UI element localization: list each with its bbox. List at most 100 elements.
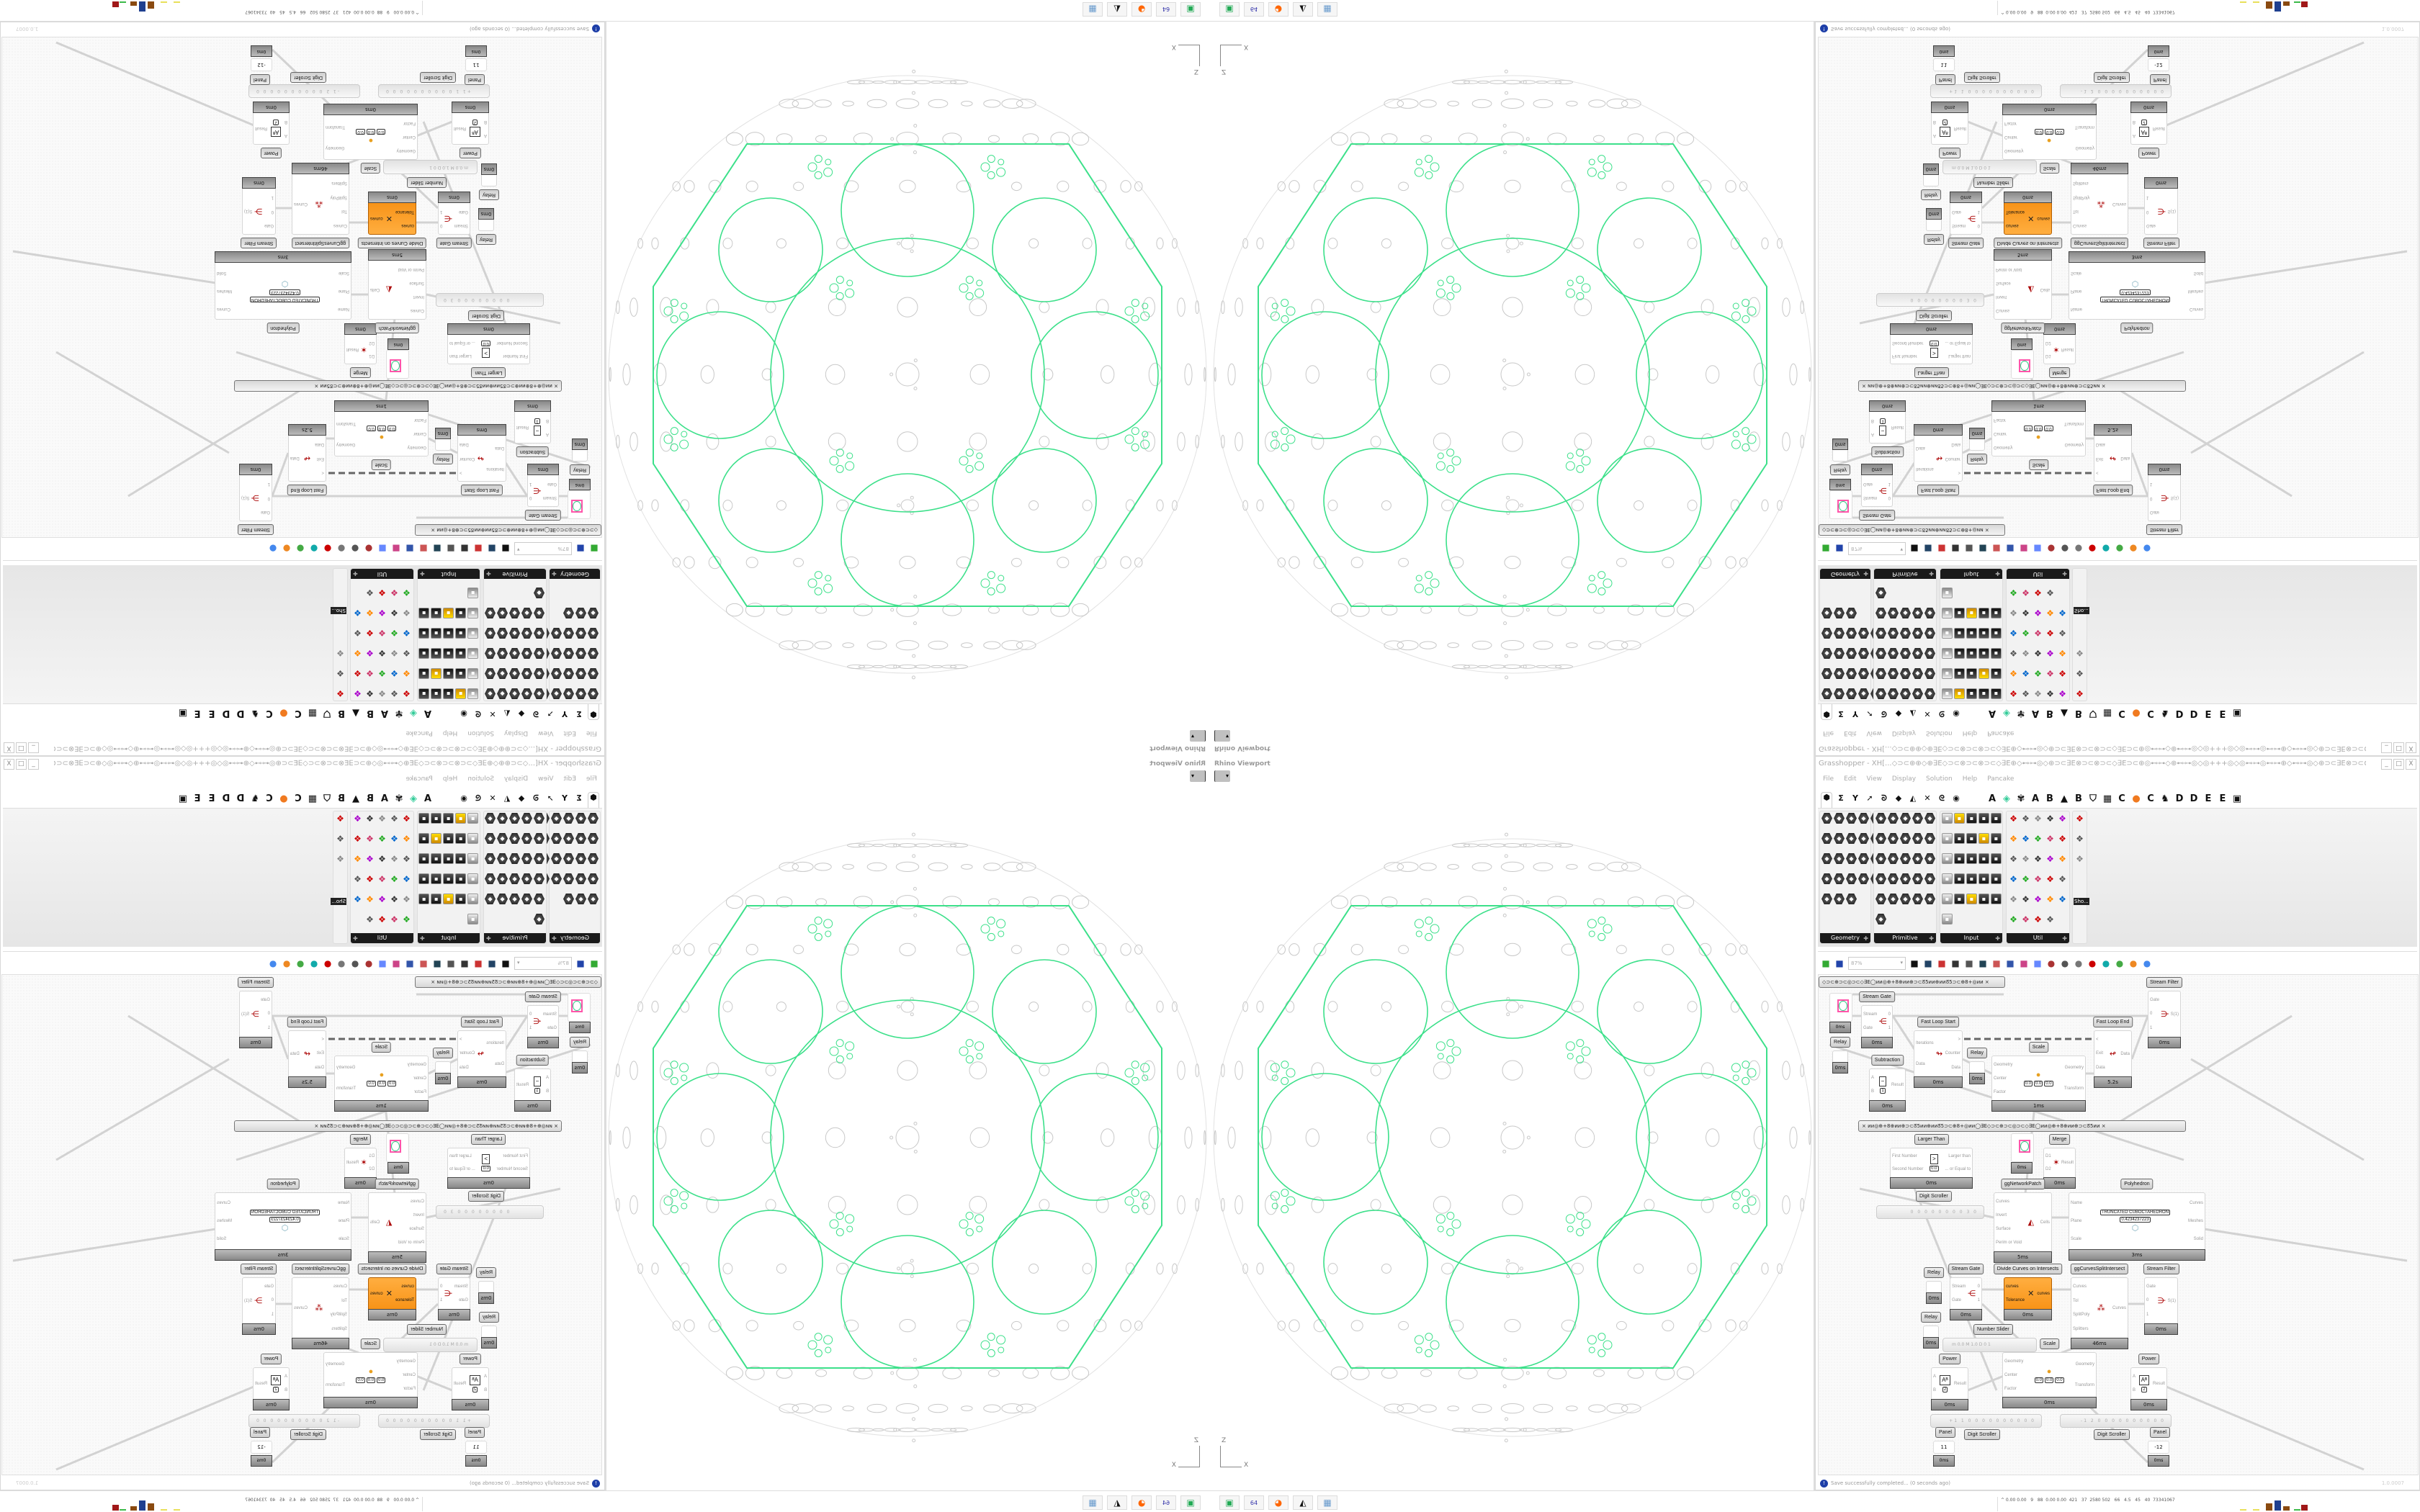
arrow-icon[interactable]: ◆ [1858, 668, 1869, 679]
input-port[interactable]: 0 [267, 495, 270, 500]
input-port[interactable]: Geometry [1994, 1062, 2013, 1067]
ggcurvessplitintersect-node[interactable]: Curves Tol SplitPoly Splitters ⁂ Curves 46ms [2071, 163, 2128, 235]
color-picker-icon[interactable]: ▪ [443, 688, 454, 699]
timer-icon[interactable]: ❖ [2034, 648, 2042, 659]
spiral-icon[interactable]: ◆ [1858, 688, 1869, 699]
blue-sphere-icon[interactable]: ● [2143, 544, 2151, 554]
tab-plugin-c[interactable]: C [2118, 708, 2125, 719]
tab-surface[interactable]: ◆ [1895, 709, 1902, 719]
merge-label[interactable]: Merge [2048, 367, 2071, 378]
value-field[interactable]: 2 [273, 1386, 279, 1392]
tab-sets[interactable]: Y [1852, 709, 1858, 719]
plane-icon[interactable]: ◆ [563, 813, 574, 824]
output-port[interactable]: Result [2152, 1381, 2165, 1386]
viewport-menu-dropdown[interactable]: ▾ [1190, 730, 1206, 742]
decimal-icon[interactable]: ◆ [1912, 628, 1923, 639]
color-wheel-icon[interactable]: ▪ [443, 648, 454, 659]
taskbar-floppy-button[interactable]: 64 [1244, 1495, 1264, 1510]
subtraction-label[interactable]: Subtraction [516, 1055, 550, 1066]
delete-icon[interactable]: ❖ [366, 588, 374, 598]
twist-icon[interactable]: ◆ [588, 608, 599, 618]
power-label[interactable]: Power [2138, 148, 2160, 158]
power-label[interactable]: Power [260, 148, 282, 158]
axes-icon[interactable]: ❖ [403, 648, 411, 659]
panel-label[interactable]: Panel [2150, 1427, 2170, 1438]
tab-transform[interactable]: ᘓ [475, 793, 481, 803]
power-node[interactable]: A B Aᴮ 2 Result 0ms [253, 1367, 290, 1410]
input-port[interactable]: Stream [454, 1284, 468, 1289]
menu-solution[interactable]: Solution [467, 729, 494, 737]
uc-icon[interactable]: ◆ [521, 648, 532, 659]
input-port[interactable]: Geometry [2004, 1359, 2024, 1364]
switch-icon[interactable]: ▪ [1942, 853, 1953, 864]
tab-plugin-a[interactable]: A [424, 793, 432, 804]
shp-icon[interactable]: ▪ [455, 894, 466, 904]
tab-grid[interactable]: ▦ [308, 793, 318, 804]
rhino-viewport[interactable]: Rhino Viewport ▾ Z X [1210, 22, 1815, 756]
panel-label[interactable]: Panel [1935, 1427, 1955, 1438]
stream-gate-label[interactable]: Stream Gate [436, 238, 472, 248]
ggcurvessplitintersect-label[interactable]: ggCurvesSplitIntersect [2070, 1264, 2129, 1274]
cherry-icon[interactable]: ❖ [403, 688, 411, 699]
box-icon[interactable]: ◆ [1821, 833, 1832, 844]
taskbar-firefox-button[interactable]: ◕ [1131, 1495, 1152, 1510]
shape-icon[interactable]: ◆ [497, 813, 508, 824]
input-port[interactable]: Gate [1863, 1026, 1873, 1031]
output-port[interactable]: > [460, 470, 462, 475]
output-port[interactable]: Geometry [2064, 441, 2084, 446]
ggnetworkpatch-node[interactable]: Curves Invert Surface Perim or Void ◭ Cells 5m… [1994, 1192, 2052, 1263]
input-port[interactable]: Exit [2096, 456, 2104, 461]
tab-gem[interactable]: ◈ [2003, 708, 2010, 719]
output-port[interactable]: Counter [460, 1051, 475, 1056]
subtraction-node[interactable]: A B −1 Result 0ms [1869, 400, 1906, 444]
arrow-right-icon[interactable]: ❖ [378, 688, 386, 699]
brep-icon[interactable]: ◆ [1834, 833, 1845, 844]
close-button[interactable]: X [4, 742, 14, 753]
magnet-icon[interactable]: ❖ [2022, 688, 2030, 699]
time-icon[interactable]: ◆ [509, 668, 520, 679]
graph-icon[interactable]: ▪ [467, 833, 478, 844]
output-port[interactable]: Transform [2074, 125, 2094, 130]
window-icon[interactable]: ■ [419, 544, 428, 554]
key-icon[interactable]: ❖ [366, 873, 374, 884]
graph-mapper-icon[interactable]: ▪ [1954, 628, 1965, 639]
balloon-icon[interactable]: ■ [378, 958, 387, 968]
input-port[interactable]: 0 [2150, 1012, 2153, 1017]
tab-maths[interactable]: Σ [1838, 709, 1844, 719]
swatch-icon[interactable]: ▪ [418, 833, 429, 844]
relay-label[interactable]: Relay [476, 234, 496, 245]
output-port[interactable]: Result [516, 1082, 529, 1087]
input-port[interactable]: Factor [1994, 418, 2007, 423]
tab-orange-circle[interactable]: ● [279, 708, 288, 719]
subtraction-label[interactable]: Subtraction [1870, 1055, 1904, 1066]
value-field[interactable]: 2 [1942, 1386, 1948, 1392]
ghpython-icon[interactable]: ■ [1965, 958, 1973, 968]
scale-icon[interactable]: ◆ [1876, 853, 1886, 864]
output-port[interactable]: Transform [326, 1382, 346, 1387]
stream-gate-label[interactable]: Stream Gate [436, 1264, 472, 1274]
input-port[interactable]: 0 [2146, 1298, 2149, 1303]
decimal-icon[interactable]: ❖ [2046, 894, 2054, 904]
knob-icon[interactable]: ▪ [418, 648, 429, 659]
value-field[interactable]: 0.0 [367, 426, 376, 432]
text-tag-icon[interactable]: ◆ [1821, 648, 1832, 659]
curve-preview-node[interactable] [568, 490, 591, 519]
input-port[interactable]: Gate [2150, 997, 2160, 1002]
output-port[interactable]: Result [255, 1381, 268, 1386]
text-a-icon[interactable]: ❖ [2058, 688, 2066, 699]
domain-icon[interactable]: ◆ [1888, 813, 1899, 824]
tab-plugin-d[interactable]: D [2175, 708, 2184, 719]
relay-node[interactable]: 0ms [481, 1326, 497, 1349]
goggles-icon[interactable]: ❖ [336, 813, 344, 824]
taskbar-rhino-button[interactable]: ◭ [1293, 1495, 1313, 1510]
obj-icon[interactable]: ▪ [418, 688, 429, 699]
atom-icon[interactable]: ◆ [588, 873, 599, 884]
input-port[interactable]: A [2133, 133, 2136, 138]
palette-icon[interactable]: ❖ [2058, 894, 2066, 904]
number-icon[interactable]: ◆ [534, 873, 544, 884]
relay-node[interactable]: 0ms [1926, 1281, 1942, 1304]
arrow-icon[interactable]: ◆ [1858, 833, 1869, 844]
input-port[interactable]: Gate [264, 223, 274, 228]
timer-icon[interactable]: ❖ [2034, 853, 2042, 864]
maximize-button[interactable]: □ [16, 759, 27, 770]
